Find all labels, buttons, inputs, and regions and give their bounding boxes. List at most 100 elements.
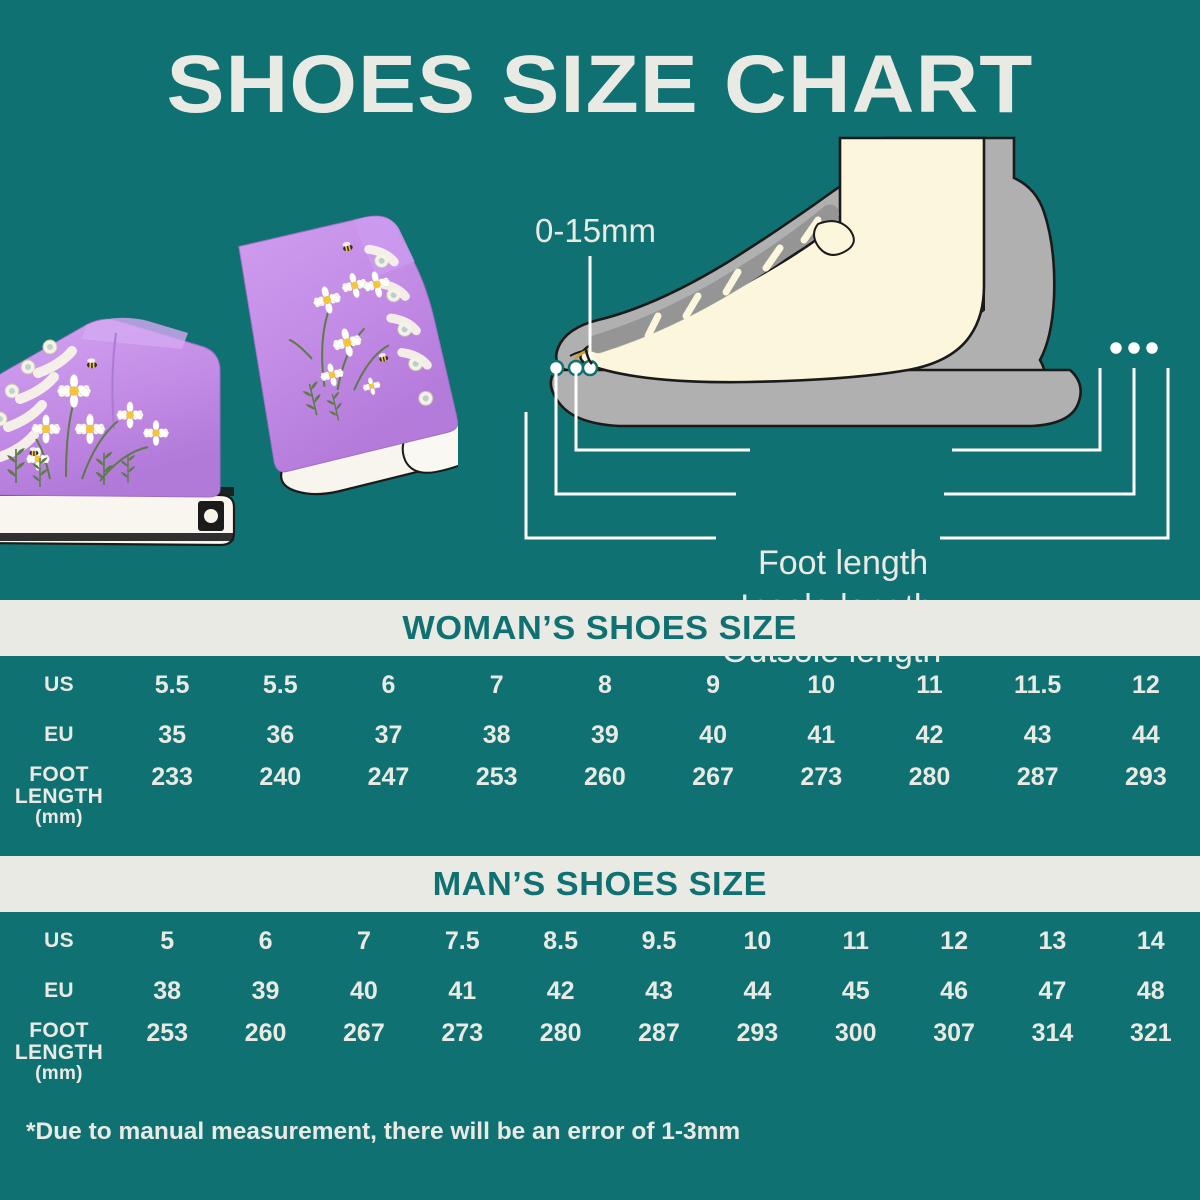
cell-us-9: 11.5 bbox=[1014, 670, 1062, 699]
cell-us-4: 7 bbox=[489, 670, 504, 699]
cell-us-1: 5 bbox=[160, 926, 175, 955]
cell-us-8: 11 bbox=[842, 926, 869, 955]
cell-eu-1: 38 bbox=[153, 976, 182, 1005]
cell-eu-4: 41 bbox=[448, 976, 477, 1005]
cell-us-10: 12 bbox=[1131, 670, 1160, 699]
cell-us-5: 8 bbox=[597, 670, 612, 699]
cell-us-2: 6 bbox=[258, 926, 273, 955]
cell-eu-6: 40 bbox=[699, 720, 727, 749]
cell-us-3: 7 bbox=[356, 926, 371, 955]
cell-fl-2: 260 bbox=[244, 1019, 287, 1047]
row-label-eu: EU bbox=[44, 722, 74, 746]
row-label-foot-length: FOOT LENGTH (mm) bbox=[0, 1016, 118, 1108]
cell-fl-3: 247 bbox=[367, 763, 410, 791]
measure-points-right bbox=[1107, 339, 1161, 357]
cell-us-3: 6 bbox=[381, 670, 396, 699]
measure-points-left bbox=[547, 359, 599, 377]
product-photo bbox=[0, 155, 512, 585]
cell-fl-6: 287 bbox=[638, 1019, 680, 1047]
row-label-foot-length-main: FOOT LENGTH bbox=[14, 763, 104, 809]
cell-fl-4: 273 bbox=[441, 1019, 484, 1047]
man-row-us: US 5 6 7 7.5 8.5 9.5 10 11 12 13 14 bbox=[0, 916, 1200, 966]
row-label-foot-length-unit: (mm) bbox=[35, 807, 83, 829]
measurement-diagram: 0-15mm Foot length Insole length Outsole… bbox=[500, 120, 1200, 670]
cell-fl-5: 260 bbox=[584, 763, 626, 791]
cell-us-2: 5.5 bbox=[262, 670, 298, 699]
cell-eu-3: 40 bbox=[349, 976, 378, 1005]
row-label-us: US bbox=[44, 928, 74, 952]
cell-eu-2: 36 bbox=[266, 720, 295, 749]
cell-eu-8: 42 bbox=[915, 720, 944, 749]
cell-us-11: 14 bbox=[1136, 926, 1165, 955]
bracket-foot-length bbox=[574, 368, 1102, 452]
cell-us-6: 9.5 bbox=[641, 926, 677, 955]
cell-eu-5: 42 bbox=[546, 976, 575, 1005]
foot-length-label: Foot length bbox=[758, 544, 929, 582]
row-label-us: US bbox=[44, 672, 74, 696]
cell-eu-11: 48 bbox=[1136, 976, 1165, 1005]
cell-eu-10: 47 bbox=[1038, 976, 1067, 1005]
cell-eu-7: 44 bbox=[743, 976, 772, 1005]
cell-eu-5: 39 bbox=[590, 720, 619, 749]
woman-row-eu: EU 35 36 37 38 39 40 41 42 43 44 bbox=[0, 710, 1200, 760]
cell-us-10: 13 bbox=[1038, 926, 1067, 955]
outsole-gray bbox=[549, 368, 1082, 428]
woman-row-footlength: FOOT LENGTH (mm) 233 240 247 253 260 267… bbox=[0, 760, 1200, 852]
cell-fl-11: 321 bbox=[1129, 1019, 1172, 1047]
cell-fl-2: 240 bbox=[259, 763, 302, 791]
row-label-foot-length-main: FOOT LENGTH bbox=[14, 1019, 104, 1065]
shoe-cross-section bbox=[524, 136, 1170, 540]
woman-section-header: WOMAN’S SHOES SIZE bbox=[0, 600, 1200, 656]
cell-eu-8: 45 bbox=[841, 976, 870, 1005]
gap-measurement-label: 0-15mm bbox=[535, 212, 657, 249]
cell-fl-8: 300 bbox=[834, 1019, 877, 1047]
cell-us-7: 10 bbox=[807, 670, 836, 699]
woman-row-us: US 5.5 5.5 6 7 8 9 10 11 11.5 12 bbox=[0, 660, 1200, 710]
cell-fl-10: 293 bbox=[1125, 763, 1167, 791]
cell-fl-1: 253 bbox=[146, 1019, 189, 1047]
man-section-title: MAN’S SHOES SIZE bbox=[432, 865, 768, 902]
man-row-footlength: FOOT LENGTH (mm) 253 260 267 273 280 287… bbox=[0, 1016, 1200, 1108]
man-section-header: MAN’S SHOES SIZE bbox=[0, 856, 1200, 912]
measurement-disclaimer: *Due to manual measurement, there will b… bbox=[26, 1118, 741, 1145]
cell-fl-9: 307 bbox=[933, 1019, 975, 1047]
cell-fl-8: 280 bbox=[908, 763, 951, 791]
cell-us-8: 11 bbox=[916, 670, 943, 699]
cell-us-4: 7.5 bbox=[444, 926, 480, 955]
row-label-eu: EU bbox=[44, 978, 74, 1002]
cell-fl-9: 287 bbox=[1016, 763, 1059, 791]
shoe-front-eyelets bbox=[0, 339, 58, 427]
cell-eu-4: 38 bbox=[482, 720, 511, 749]
cell-eu-9: 43 bbox=[1023, 720, 1052, 749]
cell-us-7: 10 bbox=[743, 926, 772, 955]
lace-band bbox=[588, 204, 855, 354]
shoe-front-embroidery bbox=[6, 358, 170, 488]
cell-eu-3: 37 bbox=[374, 720, 403, 749]
bracket-outsole-length bbox=[524, 368, 1170, 540]
shoe-back-embroidery bbox=[288, 240, 394, 423]
page-title: SHOES SIZE CHART bbox=[166, 39, 1034, 130]
gap-leader-line bbox=[584, 256, 593, 366]
cell-us-9: 12 bbox=[940, 926, 968, 955]
cell-us-6: 9 bbox=[706, 670, 721, 699]
sneakers-illustration bbox=[0, 215, 512, 547]
cell-fl-4: 253 bbox=[475, 763, 518, 791]
woman-section-title: WOMAN’S SHOES SIZE bbox=[402, 609, 798, 646]
cell-eu-6: 43 bbox=[645, 976, 673, 1005]
cell-eu-10: 44 bbox=[1131, 720, 1160, 749]
cell-fl-6: 267 bbox=[692, 763, 734, 791]
cell-us-5: 8.5 bbox=[543, 926, 579, 955]
man-row-eu: EU 38 39 40 41 42 43 44 45 46 47 48 bbox=[0, 966, 1200, 1016]
cell-eu-1: 35 bbox=[158, 720, 186, 749]
row-label-foot-length-unit: (mm) bbox=[35, 1063, 83, 1085]
cell-fl-3: 267 bbox=[343, 1019, 385, 1047]
cell-eu-7: 41 bbox=[807, 720, 836, 749]
cell-fl-7: 273 bbox=[800, 763, 843, 791]
cell-us-1: 5.5 bbox=[154, 670, 190, 699]
bracket-insole-length bbox=[554, 368, 1136, 496]
cell-eu-2: 39 bbox=[251, 976, 280, 1005]
cell-fl-10: 314 bbox=[1031, 1019, 1074, 1047]
cell-eu-9: 46 bbox=[940, 976, 968, 1005]
cell-fl-5: 280 bbox=[539, 1019, 582, 1047]
